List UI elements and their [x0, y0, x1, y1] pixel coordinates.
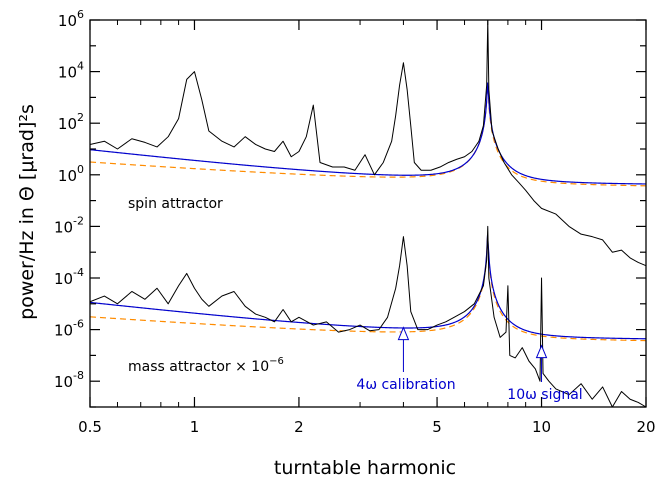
- fit-curves: [89, 82, 647, 342]
- mass-fit-curve: [89, 235, 647, 340]
- spin-attractor-label: spin attractor: [128, 196, 223, 212]
- x-tick-label: 5: [432, 418, 442, 436]
- plot-area-border: [89, 19, 647, 408]
- axis-ticks: 0.5 1 2 5 10 20 10-8 10-6 10-4 10-2 100 102 104 106: [54, 8, 656, 436]
- spin-fit-curve: [89, 82, 647, 185]
- annotation-arrow-head: [397, 326, 410, 341]
- series-labels: spin attractor mass attractor × 10−6: [128, 196, 284, 375]
- mass-floor-curve: [89, 237, 647, 342]
- x-axis-title: turntable harmonic: [274, 457, 456, 479]
- y-tick-label: 104: [58, 60, 84, 82]
- annotations: 4ω calibration 10ω signal: [356, 326, 583, 403]
- calibration-annotation: 4ω calibration: [356, 377, 455, 393]
- y-tick-label: 106: [58, 8, 84, 30]
- annotation-arrow-head: [535, 344, 548, 359]
- y-axis-title: power/Hz in Θ [μrad]²s: [16, 104, 38, 320]
- signal-annotation: 10ω signal: [507, 387, 582, 403]
- y-tick-label: 10-8: [54, 369, 84, 391]
- y-tick-label: 10-4: [54, 266, 84, 288]
- y-tick-label: 102: [58, 111, 84, 133]
- x-tick-label: 10: [532, 418, 551, 436]
- mass-attractor-label: mass attractor × 10−6: [128, 356, 284, 375]
- y-tick-label: 10-2: [54, 214, 84, 236]
- plot-frame: [89, 19, 647, 408]
- spin-floor-curve: [89, 82, 647, 187]
- spin-attractor-series: [89, 19, 647, 267]
- y-tick-label: 10-6: [54, 318, 84, 340]
- x-tick-label: 20: [636, 418, 655, 436]
- x-tick-label: 2: [294, 418, 304, 436]
- y-tick-label: 100: [58, 163, 84, 185]
- x-tick-label: 0.5: [78, 418, 102, 436]
- data-series: [89, 19, 647, 408]
- x-tick-label: 1: [190, 418, 200, 436]
